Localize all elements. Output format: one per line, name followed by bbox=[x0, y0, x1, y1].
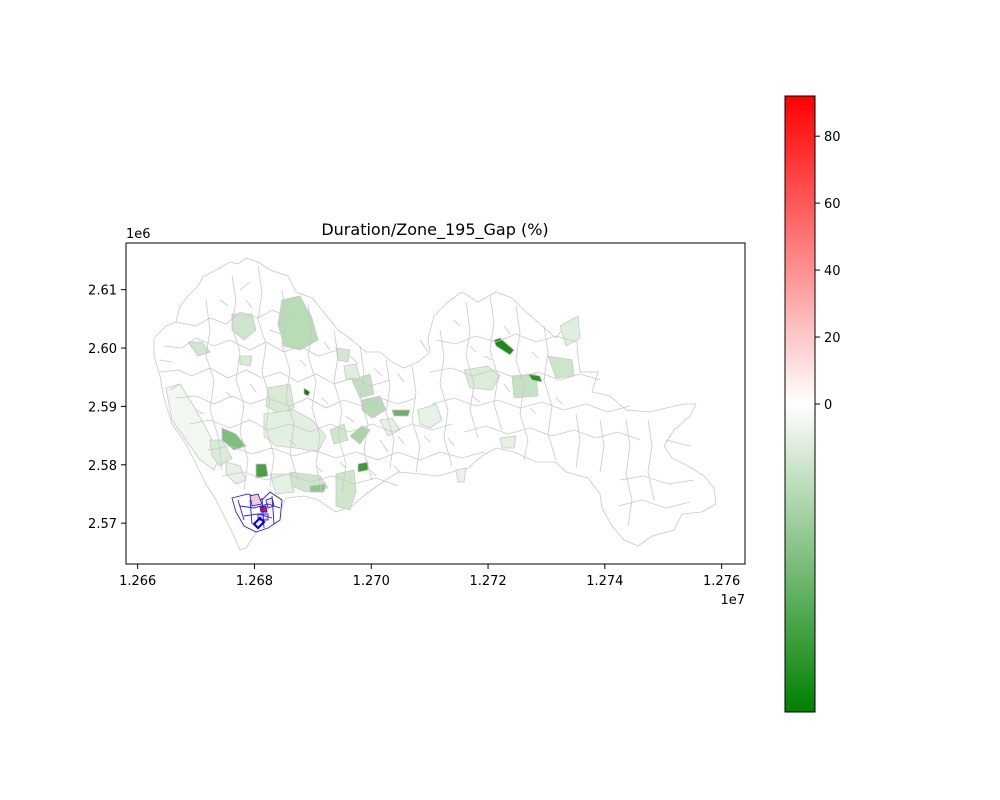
y-axis: 2.57 2.58 2.59 2.60 2.61 bbox=[88, 284, 126, 532]
y-tick-label: 2.60 bbox=[88, 342, 117, 357]
zone-highlight bbox=[259, 505, 268, 513]
x-offset-label: 1e7 bbox=[720, 593, 745, 608]
map-layer bbox=[153, 257, 717, 551]
colorbar-tick-label: 20 bbox=[824, 331, 841, 346]
y-tick-label: 2.57 bbox=[88, 517, 117, 532]
x-tick-label: 1.268 bbox=[236, 574, 273, 589]
zone-shaded bbox=[357, 461, 369, 473]
zone-shaded bbox=[225, 461, 247, 485]
colorbar bbox=[784, 95, 816, 713]
colorbar-tick-label: 40 bbox=[824, 264, 841, 279]
zone-shaded bbox=[493, 337, 515, 356]
map-title: Duration/Zone_195_Gap (%) bbox=[321, 220, 548, 240]
x-tick-label: 1.274 bbox=[586, 574, 623, 589]
y-tick-label: 2.59 bbox=[88, 400, 117, 415]
y-tick-label: 2.61 bbox=[88, 284, 117, 299]
zone-shaded bbox=[239, 355, 253, 367]
zone-shaded bbox=[255, 463, 269, 479]
x-tick-label: 1.270 bbox=[353, 574, 390, 589]
zone-shaded bbox=[335, 347, 351, 363]
zone-shaded bbox=[303, 387, 311, 397]
y-tick-label: 2.58 bbox=[88, 459, 117, 474]
x-tick-label: 1.272 bbox=[469, 574, 506, 589]
zone-shaded bbox=[277, 295, 319, 351]
colorbar-tick-label: 0 bbox=[824, 398, 832, 413]
zone-shaded bbox=[417, 403, 443, 429]
zone-shaded bbox=[391, 409, 411, 417]
zone-shaded bbox=[221, 427, 247, 451]
y-offset-label: 1e6 bbox=[126, 227, 151, 242]
zone-highlight-core bbox=[252, 516, 266, 530]
zone-shaded bbox=[351, 373, 375, 399]
zone-shaded bbox=[269, 473, 295, 495]
zone-shaded bbox=[343, 363, 361, 381]
zone-shaded bbox=[455, 467, 467, 483]
colorbar-axis: 0 20 40 60 80 bbox=[815, 130, 841, 413]
zone-shaded bbox=[309, 483, 327, 493]
x-tick-label: 1.266 bbox=[119, 574, 156, 589]
colorbar-tick-label: 80 bbox=[824, 130, 841, 145]
axes-frame bbox=[125, 242, 746, 565]
zone-shaded bbox=[187, 341, 211, 357]
zone-shaded bbox=[361, 395, 387, 419]
x-tick-label: 1.276 bbox=[703, 574, 740, 589]
zone-shaded bbox=[527, 373, 543, 383]
x-axis: 1.266 1.268 1.270 1.272 1.274 1.276 bbox=[119, 564, 740, 589]
zone-boundaries-fine bbox=[195, 299, 563, 477]
highlight-cluster bbox=[231, 491, 283, 533]
colorbar-tick-label: 60 bbox=[824, 197, 841, 212]
zone-shaded bbox=[335, 469, 357, 511]
zone-shaded bbox=[499, 435, 517, 449]
zone-highlight-lines bbox=[237, 495, 281, 529]
zone-boundaries bbox=[159, 265, 695, 527]
zone-shaded bbox=[463, 365, 501, 391]
